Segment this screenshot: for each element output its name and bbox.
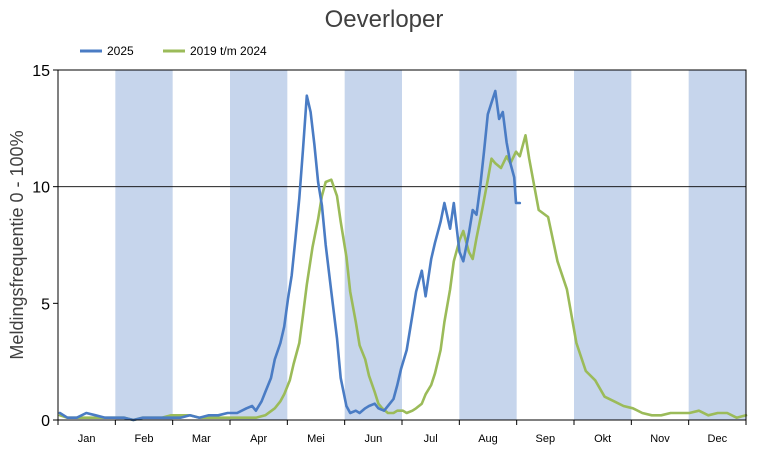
x-tick-label: Mei: [307, 433, 325, 445]
y-tick-label: 0: [41, 413, 50, 430]
chart-title: Oeverloper: [325, 6, 444, 33]
month-band-aug: [459, 70, 517, 420]
series-lines: [58, 89, 748, 422]
x-tick-label: Mar: [192, 433, 211, 445]
month-band-feb: [115, 70, 173, 420]
series-line-1: [58, 134, 748, 422]
month-bands: [115, 70, 746, 420]
x-tick-label: Dec: [708, 433, 728, 445]
month-band-apr: [230, 70, 288, 420]
y-tick-label: 5: [41, 296, 50, 313]
x-tick-label: Feb: [135, 433, 154, 445]
month-band-dec: [688, 70, 746, 420]
y-tick-label: 15: [32, 63, 50, 80]
legend-label: 2019 t/m 2024: [190, 44, 267, 58]
month-band-okt: [574, 70, 632, 420]
legend-label: 2025: [107, 44, 134, 58]
x-tick-label: Aug: [478, 433, 498, 445]
x-tick-label: Jul: [424, 433, 438, 445]
y-tick-label: 10: [32, 180, 50, 197]
y-axis-label: Meldingsfrequentie 0 - 100%: [7, 130, 27, 359]
x-tick-label: Sep: [536, 433, 556, 445]
month-band-jun: [344, 70, 402, 420]
axes: 0 5 10 15 Jan Feb Mar Apr Mei Jun Jul Aug Sep Okt Nov D…: [32, 63, 747, 445]
x-tick-label: Jan: [78, 433, 96, 445]
series-line-0: [58, 89, 522, 422]
x-tick-label: Apr: [250, 433, 267, 445]
x-tick-label: Okt: [594, 433, 611, 445]
x-tick-label: Nov: [650, 433, 670, 445]
chart-legend: 2025 2019 t/m 2024: [80, 44, 267, 58]
x-tick-label: Jun: [364, 433, 382, 445]
